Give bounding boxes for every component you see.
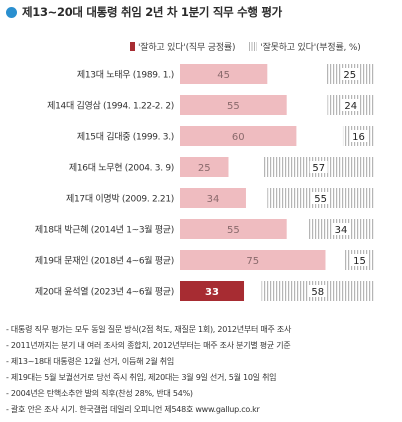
positive-value-label: 33 — [205, 287, 219, 298]
positive-bar — [180, 64, 268, 84]
positive-value-label: 60 — [232, 132, 245, 143]
legend-swatch-negative — [249, 42, 258, 51]
chart-legend: '잘하고 있다'(직무 긍정률) '잘못하고 있다'(부정률, %) — [130, 40, 375, 53]
positive-bar — [180, 95, 287, 115]
negative-value-label: 24 — [344, 101, 357, 112]
positive-value-label: 25 — [198, 163, 211, 174]
positive-bar — [180, 126, 297, 146]
chart-title-row: 제13~20대 대통령 취임 2년 차 1분기 직무 수행 평가 — [6, 4, 282, 20]
category-label: 제15대 김대중 (1999. 3.) — [77, 131, 174, 143]
legend-label-negative: '잘못하고 있다'(부정률, %) — [260, 43, 361, 53]
positive-bar — [180, 219, 287, 239]
legend-swatch-positive — [130, 42, 135, 51]
negative-value-label-bg — [350, 254, 369, 266]
positive-value-label: 45 — [217, 70, 230, 81]
chart-title: 제13~20대 대통령 취임 2년 차 1분기 직무 수행 평가 — [22, 5, 282, 19]
category-label: 제20대 윤석열 (2023년 4~6월 평균) — [35, 286, 174, 298]
footnote: - 대통령 직무 평가는 모두 동일 질문 방식(2점 척도, 재질문 1회),… — [6, 325, 292, 334]
negative-value-label: 16 — [352, 132, 365, 143]
negative-value-label-bg — [341, 99, 360, 111]
positive-value-label: 55 — [227, 101, 240, 112]
negative-value-label-bg — [332, 223, 351, 235]
negative-value-label: 25 — [343, 70, 356, 81]
category-label: 제17대 이명박 (2009. 2.21) — [66, 194, 174, 205]
legend-item-negative: '잘못하고 있다'(부정률, %) — [249, 40, 361, 53]
title-bullet-icon — [6, 6, 17, 18]
positive-value-label: 34 — [207, 194, 220, 205]
positive-bar — [180, 281, 245, 301]
negative-value-label-bg — [349, 130, 368, 142]
footnote: - 괄호 안은 조사 시기. 한국갤럽 데일리 오피니언 제548호 www.g… — [6, 405, 260, 414]
negative-value-label-bg — [309, 161, 328, 173]
negative-value-label: 34 — [335, 225, 348, 236]
footnote: - 제13~18대 대통령은 12월 선거, 이듬해 2월 취임 — [6, 357, 174, 366]
approval-bar-chart: 제13대 노태우 (1989. 1.) 45 25 제14대 김영삼 (1994. 1… — [35, 64, 374, 301]
legend-item-positive: '잘하고 있다'(직무 긍정률) — [130, 40, 235, 53]
category-label: 제13대 노태우 (1989. 1.) — [77, 70, 174, 81]
footnote: - 제19대는 5월 보궐선거로 당선 즉시 취임, 제20대는 3월 9일 선… — [6, 373, 277, 382]
category-label: 제18대 박근혜 (2014년 1~3월 평균) — [35, 224, 174, 236]
positive-bar — [180, 157, 229, 177]
footnote: - 2004년은 탄핵소추안 발의 직후(찬성 28%, 반대 54%) — [6, 389, 193, 398]
negative-value-label: 58 — [311, 287, 324, 298]
footnote: - 2011년까지는 분기 내 여러 조사의 종합치, 2012년부터는 매주 … — [6, 341, 291, 350]
category-label: 제16대 노무현 (2004. 3. 9) — [69, 163, 174, 174]
negative-value-label: 55 — [314, 194, 327, 205]
negative-value-label: 57 — [312, 163, 325, 174]
negative-value-label-bg — [308, 285, 327, 297]
negative-value-label-bg — [340, 68, 359, 80]
positive-bar — [180, 188, 246, 208]
footnotes: - 대통령 직무 평가는 모두 동일 질문 방식(2점 척도, 재질문 1회),… — [6, 322, 291, 418]
legend-label-positive: '잘하고 있다'(직무 긍정률) — [138, 43, 236, 53]
positive-value-label: 55 — [227, 225, 240, 236]
category-label: 제19대 문재인 (2018년 4~6월 평균) — [35, 255, 174, 267]
category-label: 제14대 김영삼 (1994. 1.22-2. 2) — [47, 100, 174, 112]
negative-value-label: 15 — [353, 256, 366, 267]
positive-bar — [180, 250, 326, 270]
negative-value-label-bg — [311, 192, 330, 204]
positive-value-label: 75 — [246, 256, 259, 267]
